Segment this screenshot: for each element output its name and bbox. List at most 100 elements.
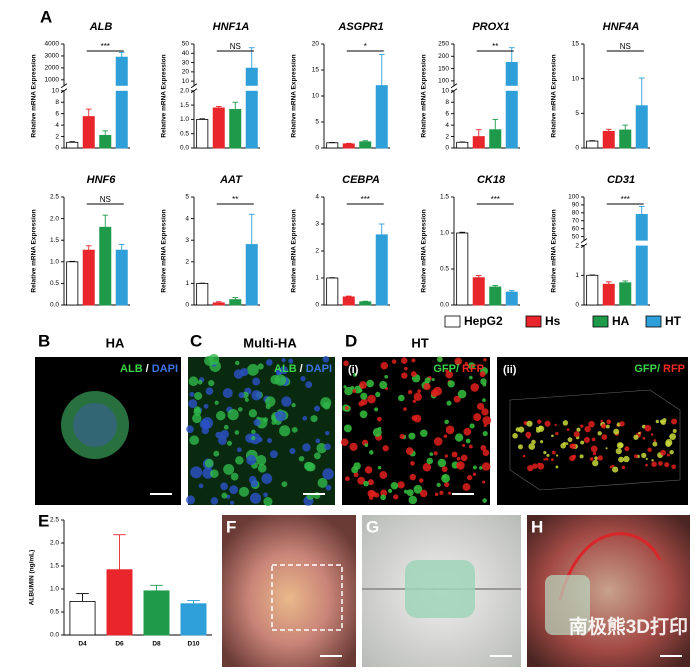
stain-part: ALB	[274, 363, 297, 375]
y-tick-label: 10	[312, 93, 320, 100]
error-bar	[362, 300, 369, 302]
error-bar	[508, 290, 515, 293]
sub-label: (ii)	[503, 364, 517, 376]
bar	[326, 142, 339, 149]
cell	[570, 443, 577, 450]
cell	[223, 463, 235, 475]
cell	[374, 407, 379, 412]
cell	[469, 423, 475, 429]
cell	[375, 391, 381, 398]
cell	[464, 361, 468, 366]
error-bar	[85, 108, 92, 117]
y-tick-label: 10	[572, 75, 580, 82]
cell	[645, 457, 648, 460]
cell	[203, 403, 209, 409]
y-axis-label: Relative mRNA Expression	[421, 54, 428, 137]
y-tick-label: 1	[315, 275, 319, 282]
y-tick-label: 100	[568, 194, 579, 201]
cell	[566, 428, 570, 431]
bar	[586, 274, 599, 306]
cell	[482, 416, 492, 425]
cell	[454, 357, 463, 366]
stain-label: ALB / DAPI	[120, 363, 178, 375]
cell	[226, 440, 233, 446]
cell	[406, 489, 414, 497]
y-tick-label: 0.5	[50, 280, 59, 287]
cell	[353, 472, 359, 478]
cell	[619, 421, 625, 427]
cell	[216, 410, 226, 421]
cell	[222, 388, 233, 399]
chart-title: CD31	[607, 174, 635, 186]
error-bar	[362, 140, 369, 142]
cell	[310, 415, 318, 423]
cell	[235, 456, 244, 465]
cell	[267, 438, 273, 444]
cell	[660, 419, 666, 426]
cell	[251, 436, 256, 441]
cell	[325, 484, 332, 491]
texture	[186, 354, 334, 507]
chart-title: ALB	[89, 21, 113, 33]
bar	[375, 85, 388, 149]
cell	[217, 435, 227, 445]
cell	[431, 377, 435, 382]
cell	[363, 480, 369, 487]
y-tick-label: 0	[185, 302, 189, 309]
cell	[322, 468, 334, 480]
cell	[565, 442, 569, 445]
cell	[288, 358, 294, 364]
cell	[462, 443, 466, 448]
cell	[453, 395, 461, 403]
cell	[413, 392, 422, 401]
cell	[359, 381, 367, 389]
cell	[669, 449, 674, 455]
cell	[253, 418, 261, 426]
chart-title: HNF4A	[603, 21, 640, 33]
y-tick-label: 50	[572, 233, 580, 240]
y-tick-label: 3000	[45, 53, 60, 60]
cell	[605, 447, 608, 450]
cell	[384, 374, 389, 379]
cell	[482, 398, 486, 402]
cell	[369, 450, 374, 455]
bar	[619, 129, 632, 149]
cell	[210, 469, 219, 478]
significance-label: ***	[621, 195, 630, 204]
y-tick-label: 200	[438, 53, 449, 60]
cell	[343, 424, 352, 433]
roi-box	[271, 564, 343, 631]
cell	[551, 450, 556, 455]
bar	[342, 296, 355, 306]
cell	[624, 446, 630, 452]
cell	[426, 457, 434, 465]
cell	[584, 426, 591, 433]
cell	[298, 455, 305, 462]
y-tick-label: 0.0	[50, 302, 59, 309]
image-title: HA	[106, 335, 125, 350]
y-tick-label: 1.5	[50, 237, 59, 244]
cell	[237, 407, 243, 412]
cell	[380, 361, 389, 370]
panel-label: A	[40, 7, 52, 26]
panel-label: D	[345, 331, 357, 350]
y-axis-label: Relative mRNA Expression	[31, 209, 38, 292]
cell	[572, 454, 577, 459]
y-tick-label: 3	[315, 221, 319, 228]
error-bar	[215, 301, 222, 303]
bar	[245, 67, 258, 149]
cell	[248, 409, 258, 418]
cell	[302, 443, 311, 452]
cell	[367, 489, 375, 498]
cell	[446, 400, 452, 406]
y-tick-label: 10	[442, 88, 450, 95]
cell	[279, 425, 291, 437]
bar	[196, 282, 209, 306]
error-bar	[459, 231, 466, 233]
cell	[456, 456, 461, 461]
cell	[543, 458, 546, 461]
legend-swatch	[525, 315, 542, 328]
cell	[230, 500, 235, 505]
bar	[602, 130, 615, 149]
cell	[188, 376, 199, 387]
